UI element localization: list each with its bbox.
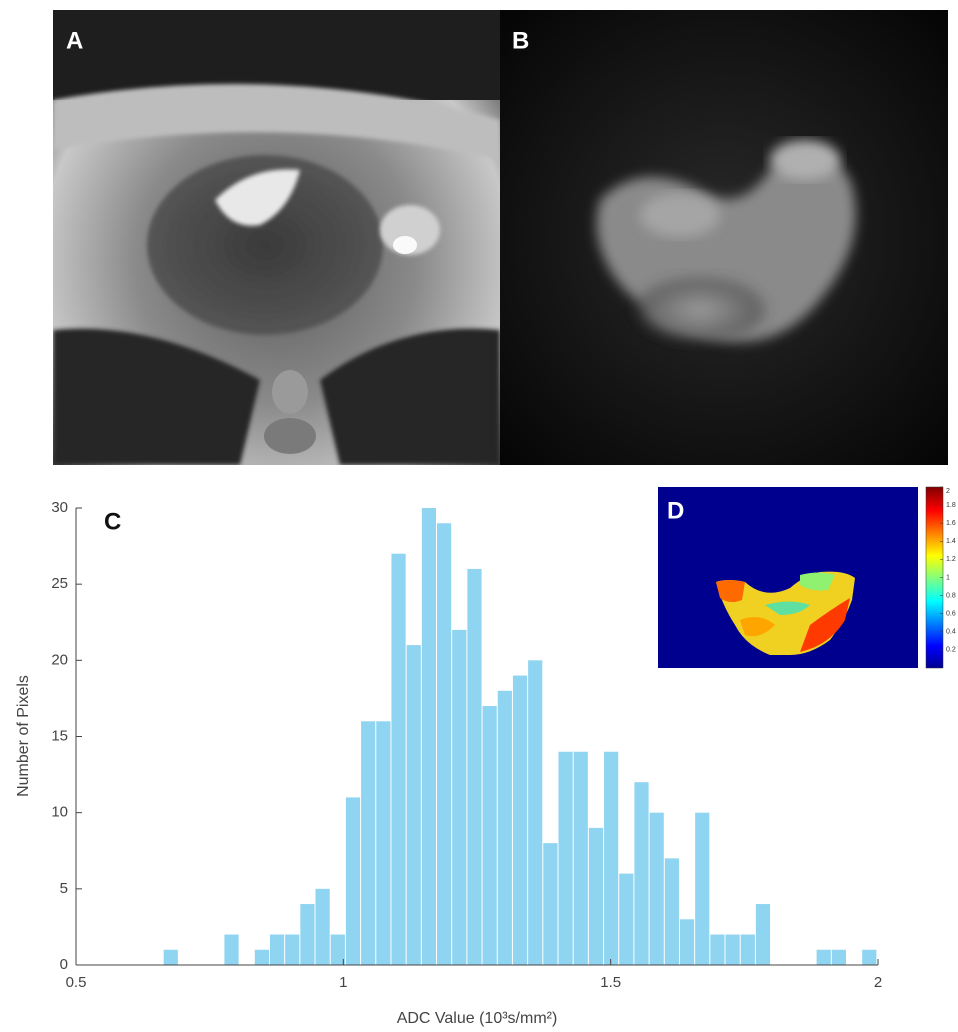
bar <box>604 751 619 965</box>
bar <box>330 934 345 965</box>
colorbar-ticks: 0.2 0.4 0.6 0.8 1 1.2 1.4 1.6 1.8 2 <box>940 486 956 654</box>
x-tick-label: 2 <box>874 974 882 991</box>
y-tick-label: 5 <box>60 880 68 897</box>
y-tick-label: 20 <box>51 651 68 668</box>
colorbar-tick-label: 0.8 <box>946 592 956 599</box>
y-tick-label: 25 <box>51 575 68 592</box>
bar <box>816 949 831 965</box>
colorbar-tick-label: 1.6 <box>946 520 956 527</box>
bar <box>664 858 679 965</box>
bar <box>285 934 300 965</box>
bar <box>437 523 452 965</box>
adc-map <box>658 486 944 669</box>
bar <box>452 629 467 965</box>
x-tick-label: 1.5 <box>600 974 621 991</box>
bar <box>300 904 315 965</box>
colorbar-tick-label: 0.6 <box>946 611 956 618</box>
bar <box>740 934 755 965</box>
y-tick-label: 30 <box>51 499 68 516</box>
bar <box>862 949 877 965</box>
bar <box>376 721 391 965</box>
panel-label: C <box>104 508 121 535</box>
bar <box>163 949 178 965</box>
bar <box>755 904 771 965</box>
x-tick-label: 0.5 <box>66 974 87 991</box>
bar <box>421 508 437 965</box>
panel-label: A <box>66 27 83 54</box>
bar <box>224 934 239 965</box>
bar <box>269 934 285 965</box>
dwi-image <box>500 10 948 465</box>
bar <box>315 888 330 965</box>
bar <box>497 690 512 965</box>
bar <box>710 934 725 965</box>
bar <box>512 675 528 965</box>
bar <box>406 645 421 965</box>
x-axis-title: ADC Value (10³s/mm²) <box>397 1010 558 1027</box>
bar <box>361 721 376 965</box>
bar <box>588 827 604 965</box>
colorbar-tick-label: 1.2 <box>946 556 956 563</box>
colorbar-tick-label: 1 <box>946 574 950 581</box>
bar <box>831 949 846 965</box>
y-tick-label: 15 <box>51 727 68 744</box>
y-tick-label: 0 <box>60 956 68 973</box>
colorbar-tick-label: 0.4 <box>946 629 956 636</box>
bar <box>391 553 406 965</box>
colorbar-tick-label: 0.2 <box>946 647 956 654</box>
bar <box>543 843 558 965</box>
bar <box>695 812 710 965</box>
bar <box>725 934 740 965</box>
panel-label: B <box>512 27 529 54</box>
bar <box>528 660 543 965</box>
bar <box>482 706 497 965</box>
bar <box>254 949 269 965</box>
t2-image <box>53 10 500 465</box>
bar <box>345 797 361 965</box>
bar <box>634 782 649 965</box>
y-tick-label: 10 <box>51 804 68 821</box>
colorbar-tick-label: 1.8 <box>946 502 956 509</box>
bar <box>573 751 588 965</box>
colorbar-tick-label: 2 <box>946 488 950 495</box>
bar <box>649 812 664 965</box>
y-axis-title: Number of Pixels <box>15 675 32 797</box>
panel-label: D <box>667 497 684 524</box>
bar <box>619 873 634 965</box>
x-tick-label: 1 <box>339 974 347 991</box>
colorbar-tick-label: 1.4 <box>946 538 956 545</box>
bar <box>679 919 695 965</box>
bar <box>467 568 482 965</box>
bar <box>558 751 573 965</box>
